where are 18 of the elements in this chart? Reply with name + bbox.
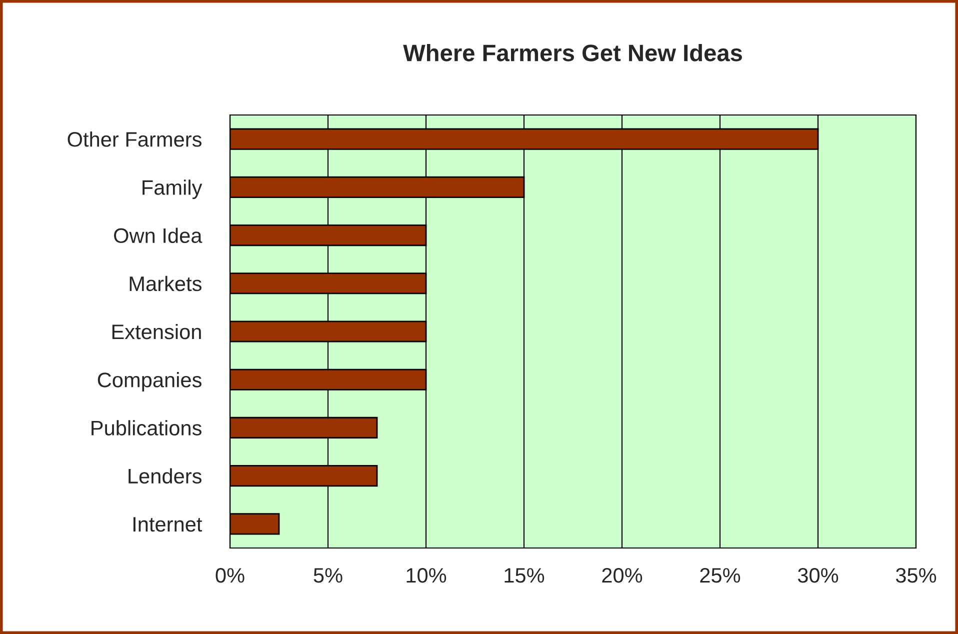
x-tick-label: 30%: [798, 568, 838, 583]
x-tick-label: 35%: [896, 568, 936, 583]
x-tick-label: 5%: [314, 568, 342, 583]
y-tick-label: Lenders: [128, 468, 202, 484]
y-tick-label: Own Idea: [114, 228, 202, 244]
x-tick-label: 25%: [700, 568, 740, 583]
y-tick-label: Internet: [134, 517, 202, 532]
x-tick-label: 10%: [406, 568, 446, 583]
x-tick-label: 0%: [216, 568, 244, 583]
x-tick-label: 20%: [602, 568, 642, 583]
y-tick-label: Markets: [130, 276, 202, 292]
y-tick-label: Companies: [98, 372, 202, 392]
x-tick-label: 15%: [504, 568, 544, 583]
y-tick-label: Family: [142, 180, 202, 200]
y-tick-label: Publications: [92, 420, 202, 436]
y-tick-label: Other Farmers: [68, 132, 202, 147]
chart-title: Where Farmers Get New Ideas: [403, 44, 742, 62]
y-tick-label: Extension: [112, 324, 201, 340]
